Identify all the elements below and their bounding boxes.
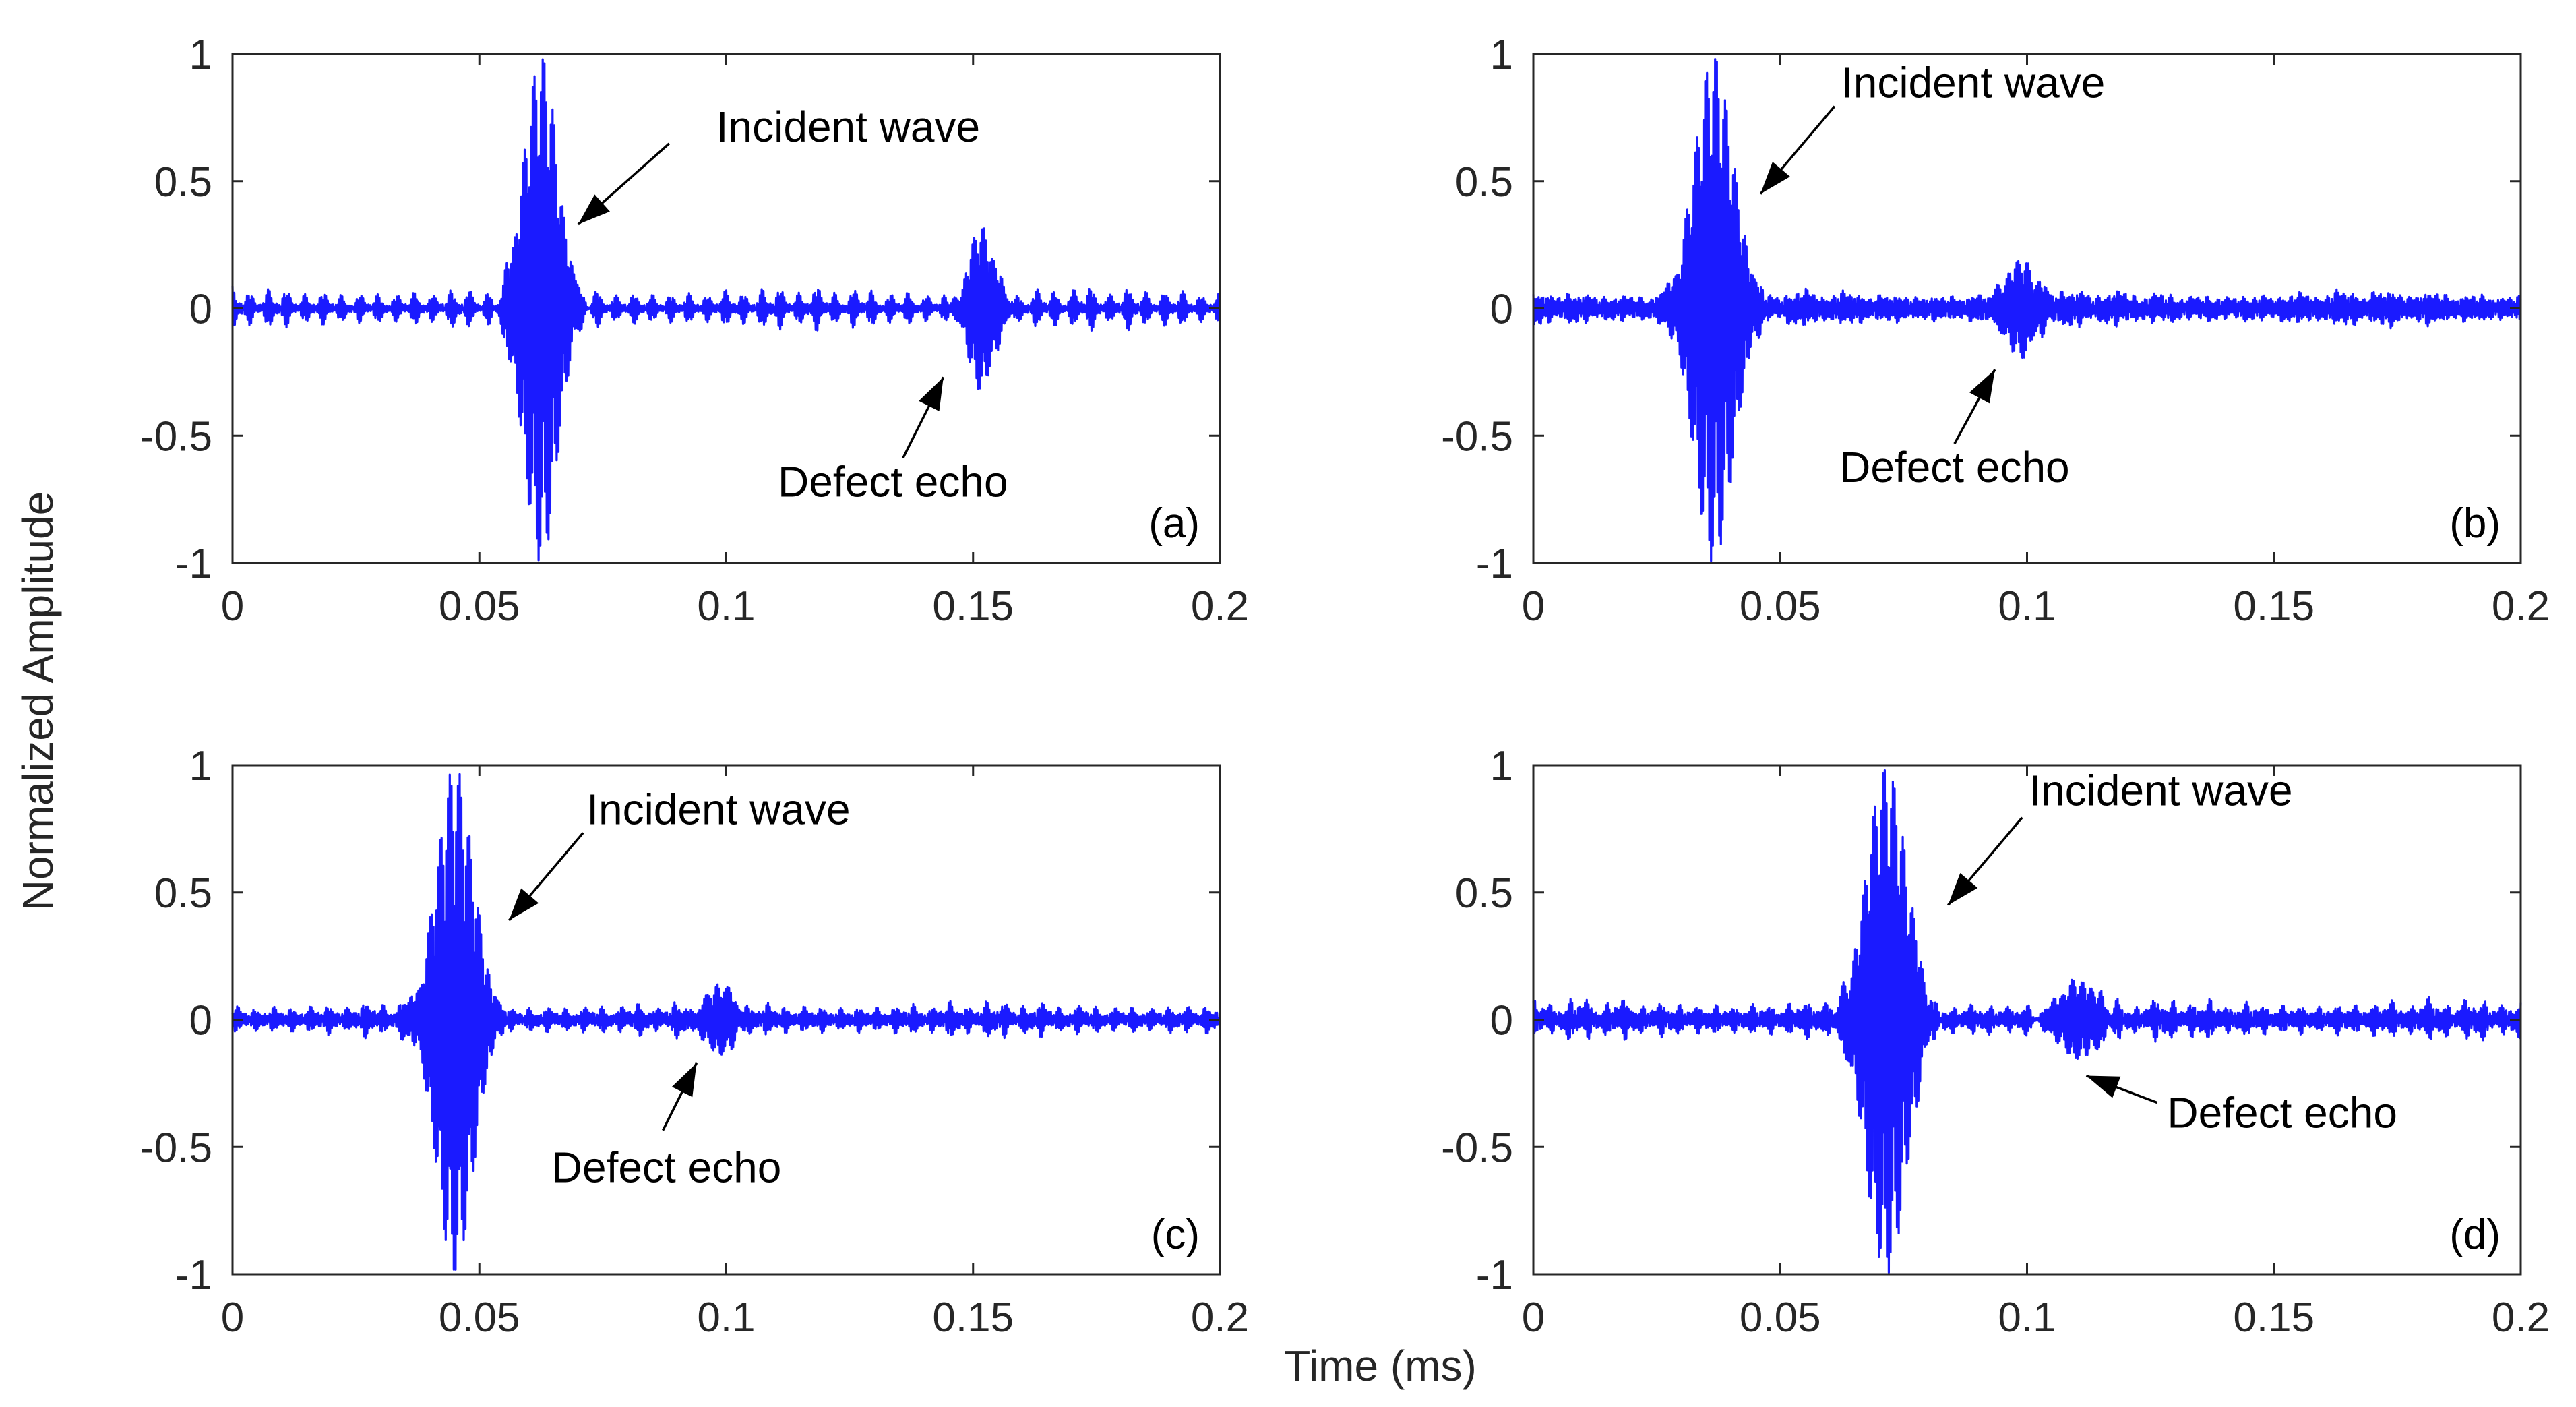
x-tick-label: 0.1 [1998,1294,2056,1341]
y-tick-label: 1 [1490,32,1513,78]
defect-echo-label: Defect echo [2167,1089,2397,1137]
x-tick-label: 0 [1522,583,1545,630]
signal-series-line [1532,769,2522,1274]
x-tick-label: 0.2 [1191,1294,1249,1341]
incident-wave-label: Incident wave [1841,59,2105,107]
y-tick-label: 0.5 [1455,870,1513,917]
y-tick-label: 0.5 [154,870,212,917]
x-tick-label: 0 [221,1294,244,1341]
defect-echo-label: Defect echo [551,1143,782,1192]
y-tick-label: 0 [189,287,212,333]
defect-echo-arrowhead [671,1062,697,1098]
x-tick-label: 0 [1522,1294,1545,1341]
y-tick-label: 0.5 [154,159,212,206]
incident-wave-label: Incident wave [2029,767,2292,815]
panel-label: (d) [2449,1211,2501,1258]
panel-label: (c) [1151,1211,1200,1258]
y-tick-label: -1 [175,541,212,587]
y-tick-label: 1 [189,32,212,78]
x-tick-label: 0.15 [2233,1294,2314,1341]
x-tick-label: 0.1 [1998,583,2056,630]
y-tick-label: -1 [1476,541,1513,587]
y-tick-label: -1 [1476,1252,1513,1298]
defect-echo-label: Defect echo [778,457,1008,506]
y-tick-label: 1 [189,743,212,789]
x-tick-label: 0.05 [1740,583,1821,630]
y-tick-label: 0 [189,998,212,1044]
x-tick-label: 0.15 [932,1294,1014,1341]
y-tick-label: -0.5 [140,413,212,460]
x-tick-label: 0.05 [439,1294,520,1341]
chart-panel-c: 0 0.05 0.1 0.15 0.2 1 0.5 0 -0.5 -1 (c) Incident wa… [140,743,1249,1341]
defect-echo-arrowhead [1969,369,1995,404]
x-tick-label: 0.2 [2492,583,2550,630]
incident-wave-arrowhead [1760,162,1790,194]
y-tick-label: 1 [1490,743,1513,789]
y-tick-label: 0 [1490,287,1513,333]
y-tick-label: -0.5 [1441,413,1513,460]
x-tick-label: 0.1 [697,583,755,630]
incident-wave-label: Incident wave [716,102,980,151]
y-tick-label: -0.5 [1441,1125,1513,1171]
x-tick-label: 0.15 [2233,583,2314,630]
incident-wave-arrowhead [578,194,610,224]
defect-echo-arrowhead [2086,1075,2121,1098]
y-tick-label: -1 [175,1252,212,1298]
incident-wave-arrowhead [509,888,539,921]
x-tick-label: 0.2 [2492,1294,2550,1341]
incident-wave-label: Incident wave [586,785,850,833]
x-tick-label: 0.05 [439,583,520,630]
x-tick-label: 0.1 [697,1294,755,1341]
chart-panel-d: 0 0.05 0.1 0.15 0.2 1 0.5 0 -0.5 -1 (d) Incident wa… [1441,743,2550,1341]
x-tick-label: 0 [221,583,244,630]
chart-panel-a: 0 0.05 0.1 0.15 0.2 1 0.5 0 -0.5 -1 (a) Incident wa… [140,32,1249,630]
defect-echo-label: Defect echo [1839,443,2070,491]
y-axis-title: Normalized Amplitude [13,491,62,911]
signal-series-line [1532,58,2522,562]
chart-panel-b: 0 0.05 0.1 0.15 0.2 1 0.5 0 -0.5 -1 (b) Incident wa… [1441,32,2550,630]
x-tick-label: 0.2 [1191,583,1249,630]
signal-series-line [231,773,1221,1271]
panel-label: (b) [2449,500,2501,547]
x-tick-label: 0.05 [1740,1294,1821,1341]
y-tick-label: 0 [1490,998,1513,1044]
y-tick-label: 0.5 [1455,159,1513,206]
x-tick-label: 0.15 [932,583,1014,630]
incident-wave-arrowhead [1948,873,1978,905]
y-tick-label: -0.5 [140,1125,212,1171]
panel-label: (a) [1148,500,1200,547]
signal-series-line [231,58,1221,562]
x-axis-title: Time (ms) [1284,1342,1477,1390]
defect-echo-arrowhead [919,377,944,411]
